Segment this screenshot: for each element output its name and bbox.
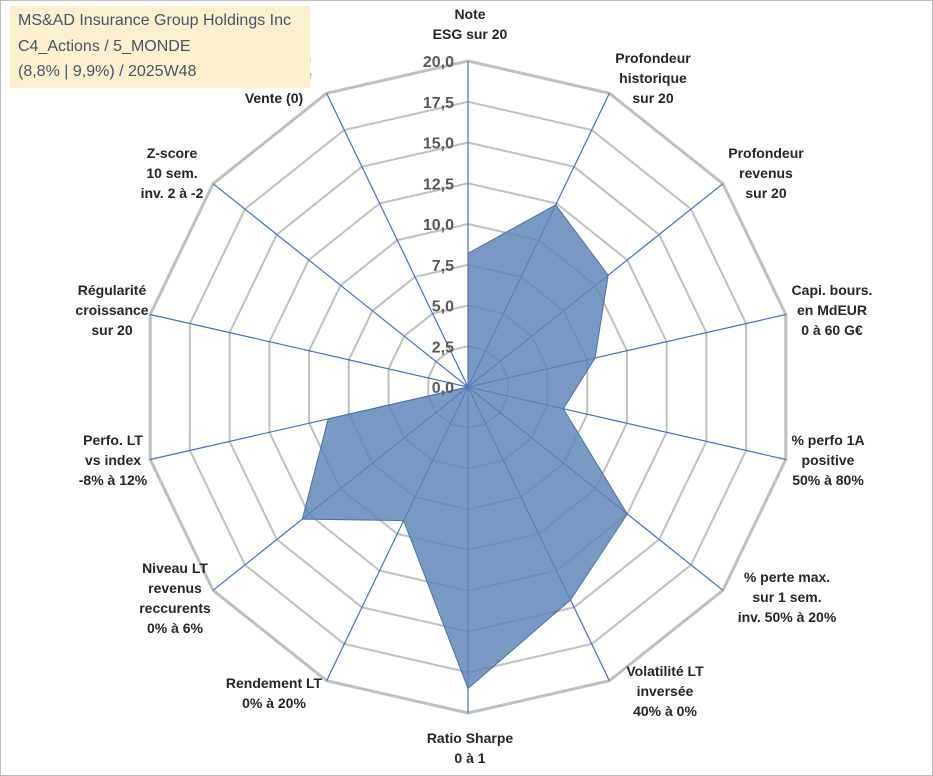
tick-label-5: 12,5 — [423, 176, 454, 193]
axis-label-1-line-1: historique — [619, 70, 687, 86]
axis-label-10-line-0: Perfo. LT — [83, 432, 143, 448]
axis-label-6-line-1: inversée — [637, 683, 694, 699]
tick-label-3: 7,5 — [432, 258, 454, 275]
axis-label-7-line-1: 0 à 1 — [454, 750, 485, 766]
axis-label-4-line-0: % perfo 1A — [791, 432, 864, 448]
spoke-13 — [326, 93, 469, 388]
axis-label-2-line-2: sur 20 — [745, 185, 786, 201]
axis-label-8-line-0: Rendement LT — [226, 675, 323, 691]
axis-label-4-line-1: positive — [802, 452, 855, 468]
axis-label-0-line-0: Note — [454, 6, 485, 22]
radar-area-layer — [301, 204, 628, 690]
axis-label-12-line-2: inv. 2 à -2 — [141, 185, 204, 201]
axis-label-3-line-1: en MdEUR — [797, 302, 867, 318]
axis-label-3: Capi. bours. en MdEUR 0 à 60 G€ — [792, 282, 873, 338]
tick-label-4: 10,0 — [423, 217, 454, 234]
axis-label-0: Note ESG sur 20 — [433, 6, 508, 42]
tick-label-2: 5,0 — [432, 299, 454, 316]
axis-label-6-line-2: 40% à 0% — [633, 703, 697, 719]
tick-label-8: 20,0 — [423, 54, 454, 71]
axis-label-5-line-2: inv. 50% à 20% — [738, 609, 837, 625]
title-company: MS&AD Insurance Group Holdings Inc — [18, 12, 292, 29]
axis-label-8-line-1: 0% à 20% — [242, 695, 306, 711]
axis-label-6: Volatilité LT inversée 40% à 0% — [626, 663, 704, 719]
axis-label-4-line-2: 50% à 80% — [792, 472, 864, 488]
axis-label-9: Niveau LT revenus reccurents 0% à 6% — [139, 560, 211, 636]
axis-label-10: Perfo. LT vs index -8% à 12% — [79, 432, 148, 488]
tick-label-6: 15,0 — [423, 136, 454, 153]
axis-label-3-line-2: 0 à 60 G€ — [801, 322, 863, 338]
axis-label-2-line-1: revenus — [739, 165, 793, 181]
axis-label-13-line-2: Vente (0) — [245, 90, 303, 106]
axis-label-4: % perfo 1A positive 50% à 80% — [791, 432, 864, 488]
axis-label-6-line-0: Volatilité LT — [626, 663, 704, 679]
axis-label-5: % perte max. sur 1 sem. inv. 50% à 20% — [738, 569, 837, 625]
axis-label-2-line-0: Profondeur — [728, 145, 804, 161]
radar-tick-labels: 0,0 2,5 5,0 7,5 10,0 12,5 15,0 17,5 20,0 — [423, 54, 454, 397]
axis-label-2: Profondeur revenus sur 20 — [728, 145, 804, 201]
axis-label-0-line-1: ESG sur 20 — [433, 26, 508, 42]
axis-label-11: Régularité croissance sur 20 — [75, 282, 148, 338]
axis-label-11-line-1: croissance — [75, 302, 148, 318]
axis-label-8: Rendement LT 0% à 20% — [226, 675, 323, 711]
axis-label-1-line-0: Profondeur — [615, 50, 691, 66]
axis-label-1-line-2: sur 20 — [632, 90, 673, 106]
tick-label-7: 17,5 — [423, 95, 454, 112]
axis-label-9-line-3: 0% à 6% — [147, 620, 204, 636]
tick-label-1: 2,5 — [432, 339, 454, 356]
axis-label-11-line-2: sur 20 — [91, 322, 132, 338]
axis-label-5-line-0: % perte max. — [744, 569, 830, 585]
axis-label-12-line-1: 10 sem. — [146, 165, 197, 181]
axis-label-9-line-2: reccurents — [139, 600, 211, 616]
axis-label-10-line-2: -8% à 12% — [79, 472, 148, 488]
axis-label-1: Profondeur historique sur 20 — [615, 50, 691, 106]
axis-label-7-line-0: Ratio Sharpe — [427, 730, 514, 746]
radar-axis-labels: Note ESG sur 20 Profondeur historique sur 20… — [75, 6, 872, 766]
tick-label-0: 0,0 — [432, 380, 454, 397]
axis-label-12-line-0: Z-score — [147, 145, 198, 161]
spoke-12 — [212, 183, 469, 388]
axis-label-7: Ratio Sharpe 0 à 1 — [427, 730, 514, 766]
axis-label-3-line-0: Capi. bours. — [792, 282, 873, 298]
chart-title-box: MS&AD Insurance Group Holdings Inc C4_Ac… — [10, 6, 310, 88]
axis-label-9-line-1: revenus — [148, 580, 202, 596]
axis-label-12: Z-score 10 sem. inv. 2 à -2 — [141, 145, 204, 201]
axis-label-10-line-1: vs index — [85, 452, 141, 468]
axis-label-9-line-0: Niveau LT — [142, 560, 208, 576]
spoke-11 — [150, 313, 469, 388]
axis-label-5-line-1: sur 1 sem. — [752, 589, 821, 605]
axis-label-11-line-0: Régularité — [78, 282, 147, 298]
title-category: C4_Actions / 5_MONDE — [18, 38, 191, 55]
title-period: (8,8% | 9,9%) / 2025W48 — [18, 63, 197, 80]
